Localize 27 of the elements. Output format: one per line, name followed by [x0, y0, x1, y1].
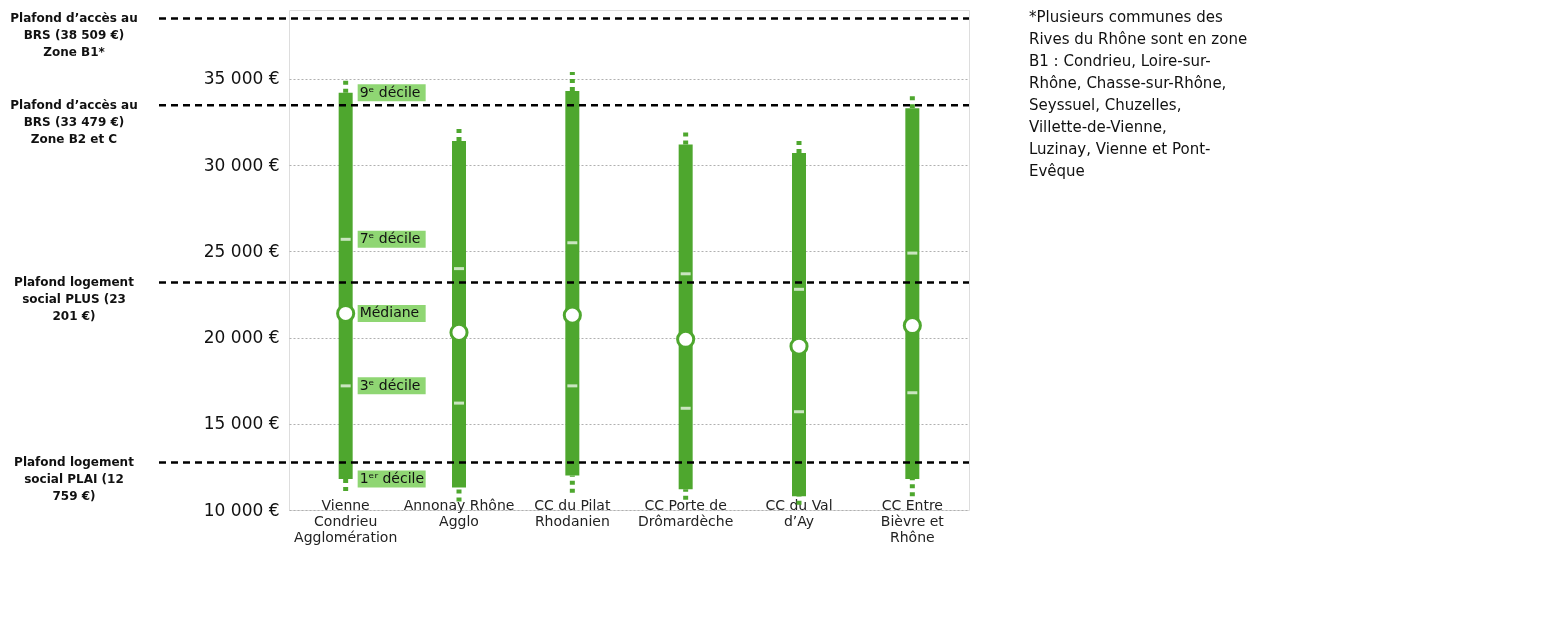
y-tick-label: 20 000 €: [203, 327, 280, 348]
annotation: 3ᵉ décile: [359, 376, 421, 393]
point: [676, 329, 696, 349]
point: [336, 303, 356, 323]
annotation: 7ᵉ décile: [359, 230, 421, 247]
point: [789, 336, 809, 356]
annotation: 1ᵉʳ décile: [359, 469, 425, 486]
x-tick-label: CC du Pilat Rhodanien: [534, 496, 611, 529]
y-tick-label: 15 000 €: [203, 413, 280, 434]
annotation: Médiane: [359, 304, 420, 321]
ref-line-label: Plafond logement social PLUS (23 201 €): [14, 275, 135, 324]
x-tick-label: CC Porte de Drômardèche: [638, 496, 734, 529]
y-tick-label: 30 000 €: [203, 154, 280, 175]
x-tick-label: Annonay Rhône Agglo: [403, 496, 515, 529]
point: [562, 305, 582, 325]
y-tick-label: 10 000 €: [203, 499, 280, 520]
x-tick-label: Vienne Condrieu Agglomération: [294, 496, 398, 545]
ref-line-label: Plafond d’accès au BRS (33 479 €) Zone B2 et C: [10, 98, 138, 147]
ref-line-label: Plafond d’accès au BRS (38 509 €) Zone B1*: [10, 11, 138, 60]
annotation: 9ᵉ décile: [359, 83, 421, 100]
ref-line-label: Plafond logement social PLAI (12 759 €): [14, 455, 135, 504]
point: [902, 315, 922, 336]
point: [449, 322, 469, 342]
text: *Plusieurs communes des Rives du Rhône sont en zone B1 : Condrieu, Loire-sur-Rhône, Chasse-sur-Rhône, Seyssuel, Chuzelles, Villette-de-Vienne, Luzinay, Vienne et Pont-Evêque: [1029, 8, 1248, 180]
y-tick-label: 25 000 €: [203, 240, 280, 261]
y-tick-label: 35 000 €: [203, 68, 280, 89]
x-tick-label: CC Entre Bièvre et Rhône: [880, 496, 945, 545]
